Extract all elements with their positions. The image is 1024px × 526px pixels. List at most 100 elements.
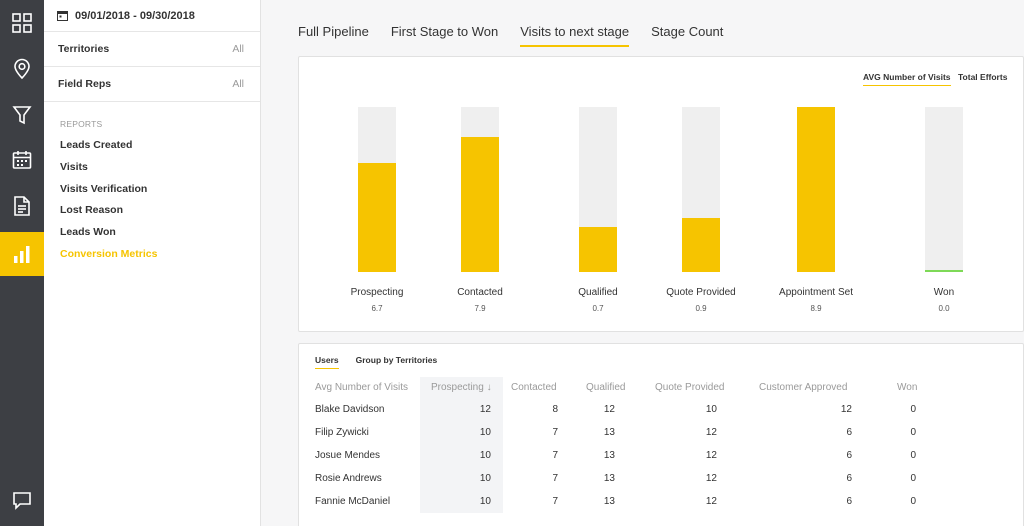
col-header-won[interactable]: Won: [897, 382, 918, 393]
calendar-small-icon: [57, 11, 68, 21]
bar-value-quote-provided: 0.9: [695, 304, 707, 313]
report-visits[interactable]: Visits: [60, 160, 88, 173]
cell-prospecting: 10: [420, 490, 503, 513]
cell-customer-approved: 6: [846, 427, 852, 438]
bar-value-contacted: 7.9: [474, 304, 486, 313]
tab-full-pipeline[interactable]: Full Pipeline: [298, 24, 369, 39]
bar-track-won: [925, 107, 963, 272]
table-row[interactable]: Josue Mendes 10 7 13 12 6 0: [299, 444, 920, 467]
tab-stage-count[interactable]: Stage Count: [651, 24, 724, 39]
cell-contacted: 7: [552, 496, 558, 507]
date-range-text: 09/01/2018 - 09/30/2018: [75, 9, 195, 22]
chat-icon: [13, 492, 31, 510]
cell-qualified: 13: [603, 496, 615, 507]
bar-label-appointment-set: Appointment Set: [779, 287, 853, 298]
territories-value: All: [232, 43, 244, 55]
bar-chart-icon: [14, 246, 30, 263]
report-leads-created[interactable]: Leads Created: [60, 139, 133, 151]
document-icon: [14, 196, 30, 216]
chat-button[interactable]: [0, 478, 44, 522]
subtab-users[interactable]: Users: [315, 355, 339, 369]
bar-contacted[interactable]: [461, 137, 499, 272]
chart-card: AVG Number of Visits Total Efforts Prosp…: [298, 56, 1024, 332]
avg-visits-toggle[interactable]: AVG Number of Visits: [863, 72, 951, 86]
bar-won[interactable]: [925, 270, 963, 272]
bar-label-quote-provided: Quote Provided: [666, 287, 736, 298]
cell-quote-provided: 10: [705, 404, 717, 415]
bar-track-contacted: [461, 107, 499, 272]
documents-button[interactable]: [0, 184, 44, 228]
reports-list: Leads Created Visits Visits Verification…: [44, 129, 260, 266]
cell-name: Filip Zywicki: [315, 427, 369, 438]
reports-button[interactable]: [0, 232, 44, 276]
metric-tabs: Full Pipeline First Stage to Won Visits …: [298, 24, 723, 47]
cell-prospecting: 10: [420, 467, 503, 490]
cell-name: Josue Mendes: [315, 450, 381, 461]
bar-qualified[interactable]: [579, 227, 617, 272]
visits-table: Avg Number of Visits Prospecting ↓ Conta…: [299, 377, 920, 513]
bar-track-prospecting: [358, 107, 396, 272]
table-card: Users Group by Territories Avg Number of…: [298, 343, 1024, 526]
cell-customer-approved: 6: [846, 450, 852, 461]
cell-quote-provided: 12: [705, 450, 717, 461]
territories-filter[interactable]: Territories All: [44, 32, 260, 67]
table-row[interactable]: Fannie McDaniel 10 7 13 12 6 0: [299, 490, 920, 513]
territories-label: Territories: [58, 43, 110, 55]
cell-name: Fannie McDaniel: [315, 496, 391, 507]
reports-heading: REPORTS: [60, 119, 103, 129]
col-header-quote-provided[interactable]: Quote Provided: [655, 382, 725, 393]
field-reps-filter[interactable]: Field Reps All: [44, 67, 260, 102]
cell-contacted: 7: [552, 427, 558, 438]
report-conversion-metrics[interactable]: Conversion Metrics: [60, 247, 158, 260]
tab-first-stage-to-won[interactable]: First Stage to Won: [390, 24, 499, 39]
table-subtabs: Users Group by Territories: [315, 355, 437, 369]
report-lost-reason[interactable]: Lost Reason: [60, 204, 124, 217]
table-row[interactable]: Rosie Andrews 10 7 13 12 6 0: [299, 467, 920, 490]
cell-prospecting: 12: [420, 398, 503, 421]
dashboard-button[interactable]: [0, 1, 44, 45]
cell-customer-approved: 12: [840, 404, 852, 415]
field-reps-label: Field Reps: [58, 78, 112, 90]
cell-qualified: 13: [603, 450, 615, 461]
dashboard-icon: [12, 13, 32, 33]
col-header-name[interactable]: Avg Number of Visits: [315, 382, 409, 393]
bar-prospecting[interactable]: [358, 163, 396, 272]
total-efforts-toggle[interactable]: Total Efforts: [958, 72, 1008, 82]
calendar-icon: [12, 151, 32, 169]
pipeline-button[interactable]: [0, 93, 44, 137]
cell-contacted: 7: [552, 473, 558, 484]
col-header-contacted[interactable]: Contacted: [511, 382, 557, 393]
cell-prospecting: 10: [420, 444, 503, 467]
bar-quote-provided[interactable]: [682, 218, 720, 272]
cell-customer-approved: 6: [846, 496, 852, 507]
cell-contacted: 7: [552, 450, 558, 461]
bar-value-prospecting: 6.7: [371, 304, 383, 313]
cell-contacted: 8: [552, 404, 558, 415]
report-visits-verification[interactable]: Visits Verification: [60, 182, 148, 195]
table-row[interactable]: Blake Davidson 12 8 12 10 12 0: [299, 398, 920, 421]
calendar-button[interactable]: [0, 138, 44, 182]
col-header-prospecting[interactable]: Prospecting ↓: [420, 377, 503, 398]
filter-panel: 09/01/2018 - 09/30/2018 Territories All …: [44, 0, 261, 526]
cell-prospecting: 10: [420, 421, 503, 444]
bar-value-qualified: 0.7: [592, 304, 604, 313]
date-range-picker[interactable]: 09/01/2018 - 09/30/2018: [44, 0, 260, 32]
col-header-customer-approved[interactable]: Customer Approved: [759, 382, 848, 393]
table-body: Blake Davidson 12 8 12 10 12 0 Filip Zywicki 10 7…: [299, 398, 920, 513]
map-button[interactable]: [0, 47, 44, 91]
table-row[interactable]: Filip Zywicki 10 7 13 12 6 0: [299, 421, 920, 444]
cell-won: 0: [910, 450, 916, 461]
cell-qualified: 12: [603, 404, 615, 415]
bar-value-appointment-set: 8.9: [810, 304, 822, 313]
bar-track-appointment-set: [797, 107, 835, 272]
bar-appointment-set[interactable]: [797, 107, 835, 272]
report-leads-won[interactable]: Leads Won: [60, 226, 116, 239]
cell-quote-provided: 12: [705, 496, 717, 507]
subtab-group-by-territories[interactable]: Group by Territories: [355, 355, 438, 365]
bar-label-won: Won: [933, 287, 955, 298]
col-header-qualified[interactable]: Qualified: [586, 382, 626, 393]
cell-won: 0: [910, 404, 916, 415]
tab-visits-to-next-stage[interactable]: Visits to next stage: [520, 24, 630, 47]
field-reps-value: All: [232, 78, 244, 90]
cell-won: 0: [910, 473, 916, 484]
